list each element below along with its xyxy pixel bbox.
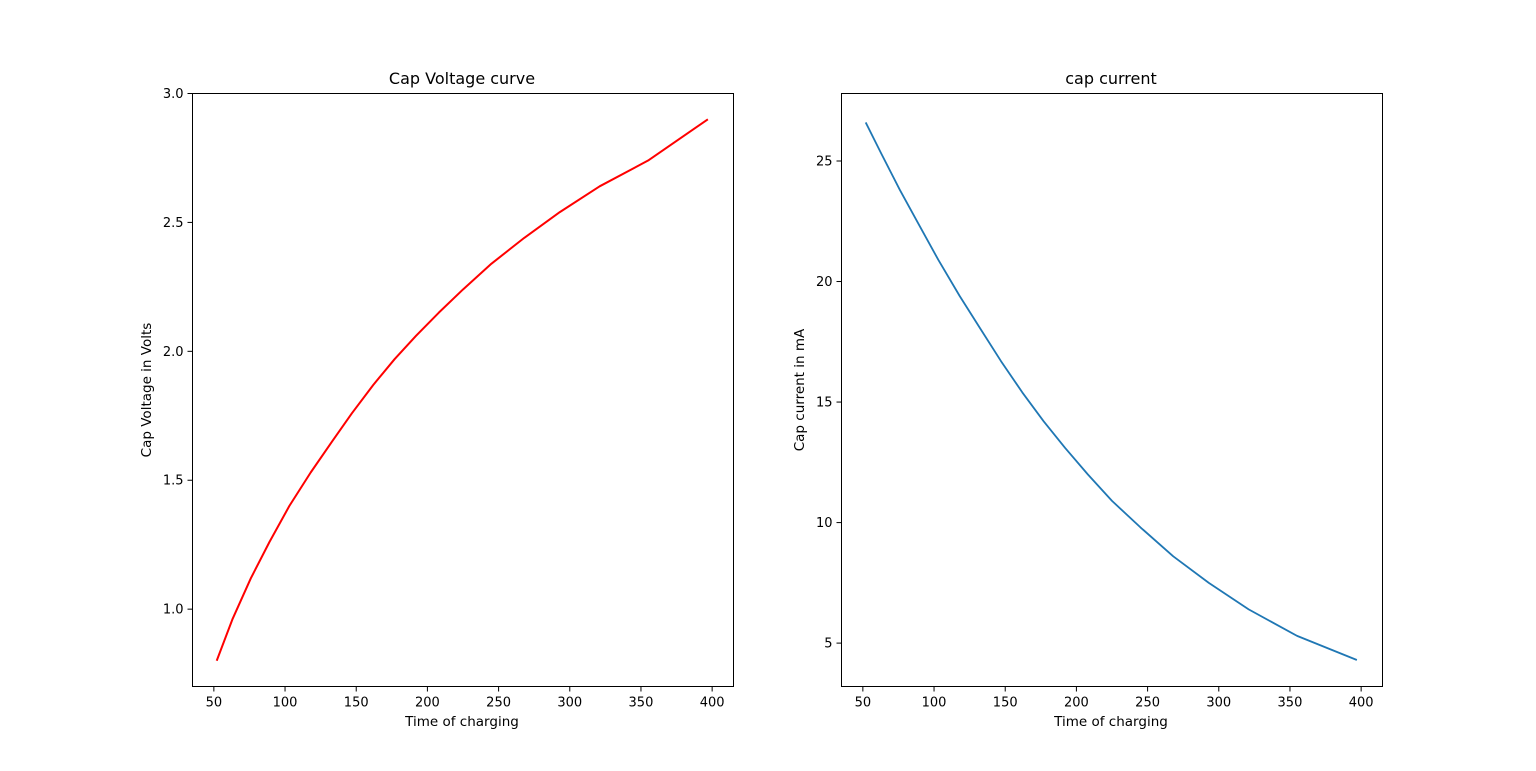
voltage-chart-ylabel: Cap Voltage in Volts xyxy=(139,323,155,458)
current-chart-ylabel: Cap current in mA xyxy=(792,328,808,451)
voltage-chart: Cap Voltage curve Time of charging Cap V… xyxy=(139,69,734,730)
current-x-tick-label: 50 xyxy=(855,696,872,711)
current-y-tick-label: 10 xyxy=(816,516,833,531)
voltage-x-tick-label: 100 xyxy=(273,696,298,711)
voltage-y-tick-label: 1.5 xyxy=(163,474,184,489)
voltage-x-tick-label: 200 xyxy=(415,696,440,711)
current-x-tick-label: 100 xyxy=(922,696,947,711)
current-x-tick-label: 200 xyxy=(1064,696,1089,711)
current-x-tick-label: 150 xyxy=(993,696,1018,711)
voltage-y-tick-label: 2.5 xyxy=(163,216,184,231)
voltage-x-tick-label: 50 xyxy=(206,696,223,711)
current-y-tick-label: 15 xyxy=(816,396,833,411)
current-series-line xyxy=(864,122,1358,661)
voltage-x-tick-label: 350 xyxy=(629,696,654,711)
voltage-x-tick-label: 150 xyxy=(344,696,369,711)
voltage-y-tick-label: 2.0 xyxy=(163,345,184,360)
voltage-chart-xlabel: Time of charging xyxy=(404,714,519,730)
voltage-x-tick-label: 300 xyxy=(557,696,582,711)
current-chart-title: cap current xyxy=(1065,69,1157,88)
voltage-y-tick-label: 3.0 xyxy=(163,87,184,102)
current-chart-ticks: 50 100 150 200 250 300 350 400 5 10 15 20 25 xyxy=(816,154,1374,710)
voltage-chart-ticks: 50 100 150 200 250 300 350 400 1.0 1.5 2.0 2.5 3.0 xyxy=(163,87,725,711)
current-x-tick-label: 300 xyxy=(1206,696,1231,711)
voltage-series-line xyxy=(215,118,709,662)
voltage-x-tick-label: 250 xyxy=(486,696,511,711)
voltage-chart-frame xyxy=(192,93,734,687)
current-x-tick-label: 400 xyxy=(1349,696,1374,711)
current-y-tick-label: 25 xyxy=(816,154,833,169)
voltage-x-tick-label: 400 xyxy=(700,696,725,711)
voltage-y-tick-label: 1.0 xyxy=(163,603,184,618)
current-chart: cap current Time of charging Cap current… xyxy=(792,69,1383,730)
current-x-tick-label: 350 xyxy=(1278,696,1303,711)
current-chart-frame xyxy=(841,93,1383,687)
current-x-tick-label: 250 xyxy=(1135,696,1160,711)
current-chart-xlabel: Time of charging xyxy=(1053,714,1168,730)
current-y-tick-label: 5 xyxy=(824,637,832,652)
current-y-tick-label: 20 xyxy=(816,275,833,290)
voltage-chart-title: Cap Voltage curve xyxy=(389,69,535,88)
